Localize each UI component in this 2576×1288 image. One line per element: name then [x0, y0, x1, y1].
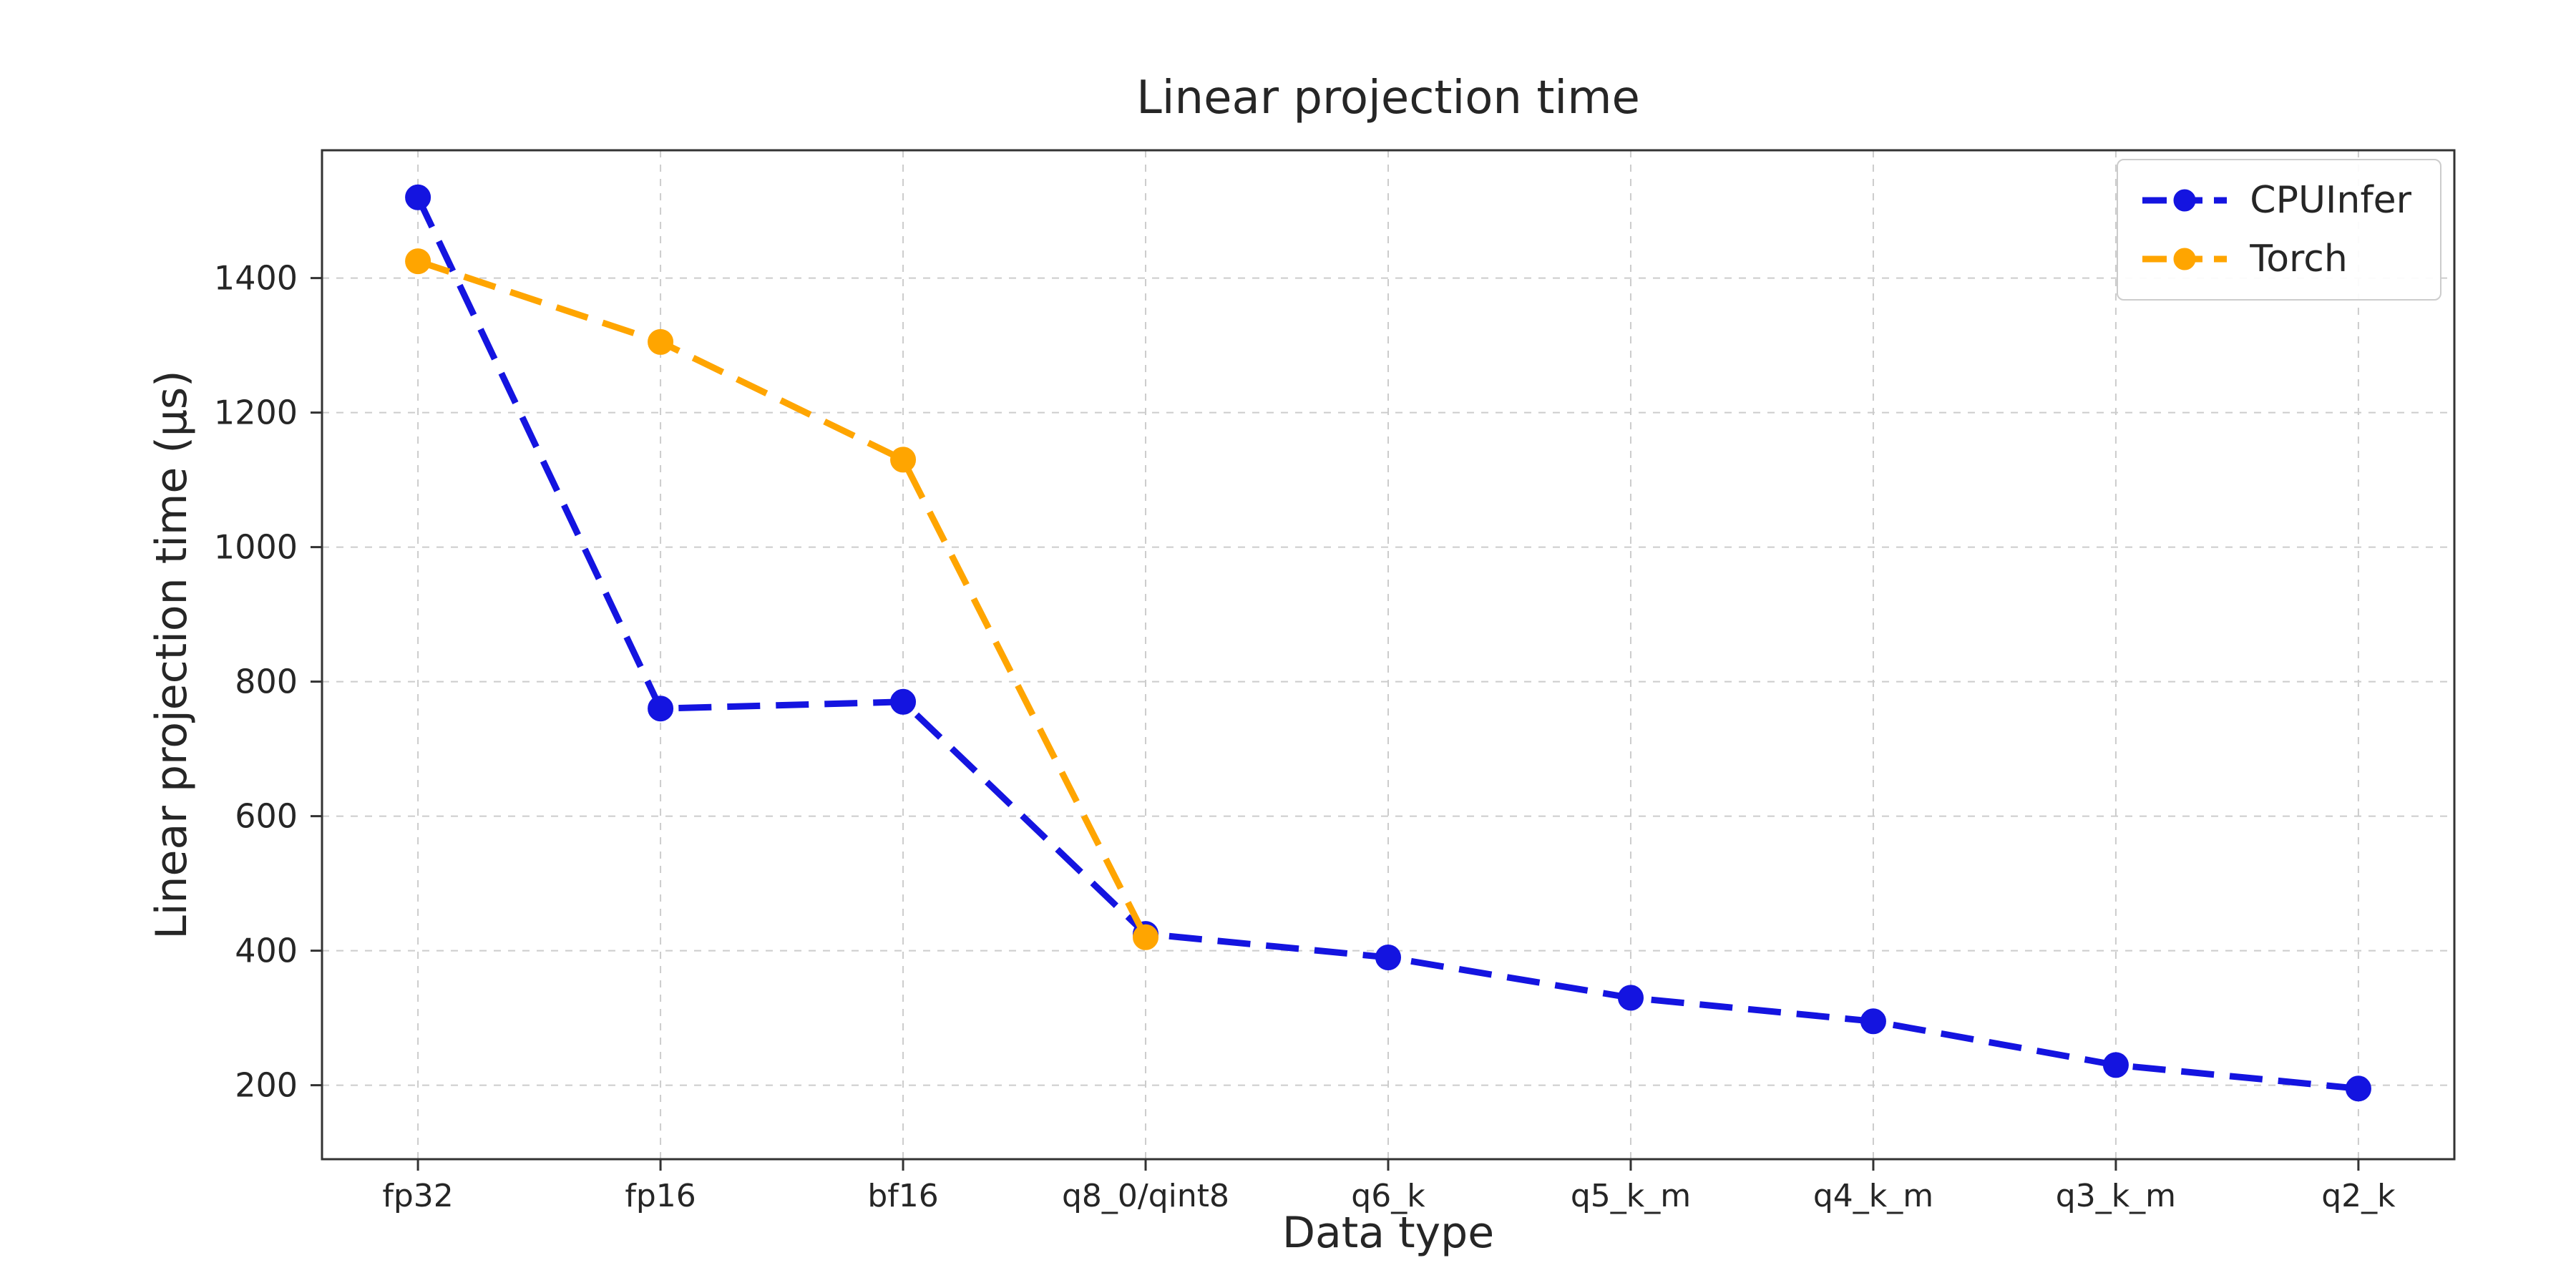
torch-line-sample-icon [2142, 248, 2228, 270]
x-tick-label: q8_0/qint8 [1062, 1178, 1229, 1214]
y-tick-label: 400 [235, 932, 298, 970]
torch-marker [405, 248, 431, 275]
cpuinfer-marker [1375, 945, 1401, 970]
cpuinfer-marker [890, 688, 917, 715]
y-axis-label: Linear projection time (µs) [147, 370, 197, 940]
legend-entry-cpuinfer: CPUInfer [2140, 179, 2411, 222]
y-tick-label: 800 [235, 663, 298, 701]
legend-label-cpuinfer: CPUInfer [2250, 179, 2411, 222]
torch-marker [648, 328, 674, 355]
legend: CPUInfer Torch [2117, 159, 2441, 301]
y-tick-label: 200 [235, 1066, 298, 1105]
x-tick-label: q4_k_m [1813, 1178, 1933, 1214]
legend-entry-torch: Torch [2140, 238, 2411, 280]
cpuinfer-marker [2345, 1075, 2371, 1102]
x-tick-label: q5_k_m [1571, 1178, 1691, 1214]
torch-marker [1133, 924, 1159, 950]
x-tick-label: bf16 [867, 1178, 938, 1214]
torch-line [416, 258, 1149, 939]
x-tick-label: fp32 [382, 1178, 453, 1214]
cpuinfer-marker [648, 696, 674, 722]
x-tick-label: q3_k_m [2056, 1178, 2176, 1214]
cpuinfer-marker [1860, 1008, 1886, 1035]
cpuinfer-line-sample-icon [2142, 189, 2228, 212]
x-tick-label: q2_k [2321, 1178, 2396, 1214]
legend-label-torch: Torch [2250, 238, 2348, 280]
chart-title: Linear projection time [1136, 72, 1640, 125]
y-tick-label: 1000 [214, 528, 298, 567]
y-tick-label: 600 [235, 797, 298, 836]
x-tick-label: q6_k [1351, 1178, 1425, 1214]
y-tick-label: 1400 [214, 259, 298, 298]
cpuinfer-marker [1617, 985, 1644, 1011]
x-tick-label: fp16 [625, 1178, 696, 1214]
cpuinfer-marker [2102, 1052, 2129, 1078]
cpuinfer-marker [405, 184, 431, 210]
x-axis-label: Data type [1282, 1208, 1495, 1258]
torch-marker [890, 447, 917, 473]
y-tick-label: 1200 [214, 394, 298, 432]
